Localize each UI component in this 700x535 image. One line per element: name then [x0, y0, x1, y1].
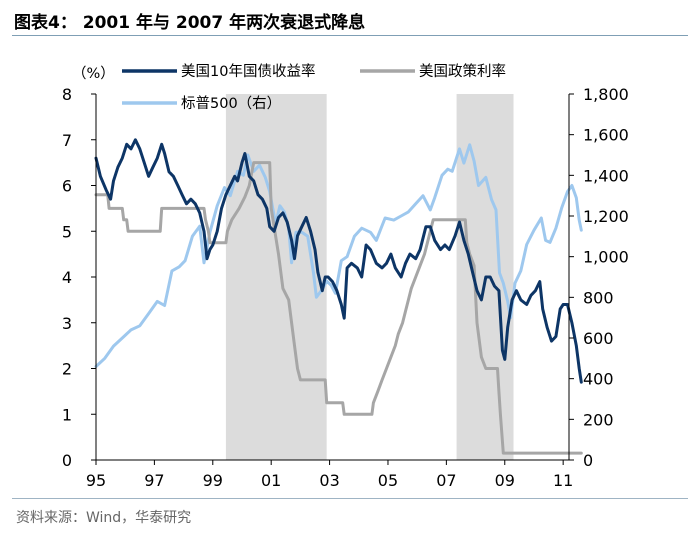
x-tick-label: 97 [144, 471, 164, 490]
left-tick-label: 0 [62, 451, 72, 470]
left-tick-label: 3 [62, 314, 72, 333]
chart-title: 图表4： 2001 年与 2007 年两次衰退式降息 [14, 13, 366, 33]
source-note: 资料来源：Wind，华泰研究 [16, 510, 192, 526]
source-divider [12, 498, 688, 499]
right-tick-label: 1,400 [583, 166, 629, 185]
legend-label-1: 美国10年国债收益率 [181, 63, 315, 80]
right-tick-label: 200 [583, 410, 614, 429]
right-tick-label: 1,000 [583, 248, 629, 267]
x-tick-label: 05 [378, 471, 398, 490]
legend-label-3: 标普500（右） [181, 95, 281, 112]
right-tick-label: 1,200 [583, 207, 629, 226]
left-tick-label: 4 [62, 268, 72, 287]
left-unit-label: （%） [72, 65, 115, 82]
x-tick-label: 99 [203, 471, 223, 490]
left-tick-label: 8 [62, 85, 72, 104]
x-tick-label: 95 [86, 471, 106, 490]
right-tick-label: 0 [583, 451, 593, 470]
right-tick-label: 400 [583, 370, 614, 389]
right-tick-label: 1,800 [583, 85, 629, 104]
series-group [94, 138, 583, 455]
x-tick-label: 07 [436, 471, 456, 490]
legend-label-2: 美国政策利率 [419, 63, 506, 80]
axes-group: 01234567802004006008001,0001,2001,4001,6… [62, 65, 629, 490]
left-tick-label: 7 [62, 131, 72, 150]
series-line-1 [94, 138, 583, 384]
x-tick-label: 01 [261, 471, 281, 490]
x-tick-label: 03 [319, 471, 339, 490]
title-divider [12, 35, 688, 36]
right-tick-label: 1,600 [583, 126, 629, 145]
recession-band-1 [225, 94, 327, 460]
left-tick-label: 1 [62, 405, 72, 424]
series-line-2 [94, 161, 583, 455]
left-tick-label: 2 [62, 360, 72, 379]
chart-area: 01234567802004006008001,0001,2001,4001,6… [62, 63, 629, 490]
x-tick-label: 09 [495, 471, 515, 490]
left-tick-label: 5 [62, 222, 72, 241]
right-tick-label: 800 [583, 288, 614, 307]
left-tick-label: 6 [62, 177, 72, 196]
x-tick-label: 11 [553, 471, 573, 490]
right-tick-label: 600 [583, 329, 614, 348]
